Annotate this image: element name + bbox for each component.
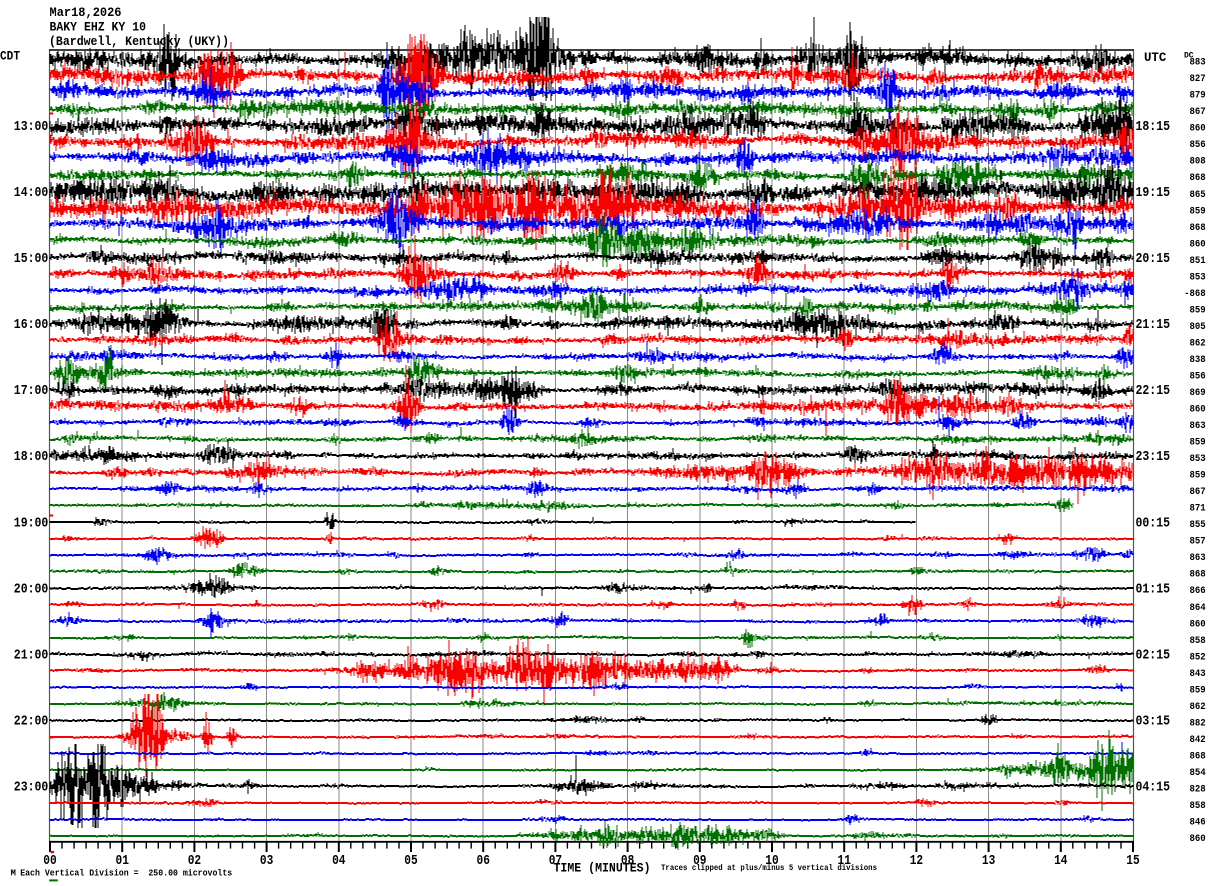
svg-text:15:00: 15:00 [14,252,49,267]
svg-text:11: 11 [838,854,851,869]
svg-text:843: 843 [1190,669,1206,680]
svg-text:19:15: 19:15 [1136,186,1171,201]
svg-text:03: 03 [260,854,273,869]
svg-text:08: 08 [621,854,634,869]
svg-text:23:15: 23:15 [1136,450,1171,465]
svg-text:858: 858 [1190,636,1206,647]
svg-text:Traces clipped at plus/minus 5: Traces clipped at plus/minus 5 vertical … [661,864,877,873]
svg-text:808: 808 [1190,157,1206,168]
svg-text:10: 10 [765,854,778,869]
svg-text:865: 865 [1190,190,1206,201]
svg-text:03:15: 03:15 [1136,715,1171,730]
svg-text:853: 853 [1190,454,1206,465]
svg-text:860: 860 [1190,834,1206,845]
svg-text:858: 858 [1190,801,1206,812]
svg-text:22:00: 22:00 [14,715,49,730]
svg-text:01:15: 01:15 [1136,582,1171,597]
svg-text:859: 859 [1190,471,1206,482]
svg-text:BAKY EHZ KY 10: BAKY EHZ KY 10 [50,19,147,34]
svg-text:842: 842 [1190,735,1206,746]
svg-text:14: 14 [1054,854,1067,869]
svg-text:02: 02 [188,854,201,869]
svg-text:UTC: UTC [1144,50,1166,65]
svg-text:22:15: 22:15 [1136,384,1171,399]
svg-text:851: 851 [1190,256,1206,267]
svg-text:854: 854 [1190,768,1206,779]
svg-text:856: 856 [1190,371,1206,382]
svg-text:868: 868 [1190,173,1206,184]
svg-text:00: 00 [43,854,56,869]
svg-text:857: 857 [1190,537,1206,548]
svg-text:17:00: 17:00 [14,384,49,399]
svg-text:827: 827 [1190,74,1206,85]
svg-text:16:00: 16:00 [14,318,49,333]
svg-text:868: 868 [1190,570,1206,581]
svg-text:855: 855 [1190,520,1206,531]
svg-text:846: 846 [1190,818,1206,829]
svg-text:867: 867 [1190,107,1206,118]
svg-text:859: 859 [1190,438,1206,449]
svg-text:M: M [11,869,16,879]
svg-text:871: 871 [1190,504,1206,515]
svg-text:14:00: 14:00 [14,186,49,201]
svg-text:-868: -868 [1184,289,1206,300]
svg-text:828: 828 [1190,784,1206,795]
svg-text:00:15: 00:15 [1136,516,1171,531]
svg-text:02:15: 02:15 [1136,648,1171,663]
svg-text:860: 860 [1190,239,1206,250]
svg-text:860: 860 [1190,405,1206,416]
svg-text:05: 05 [404,854,417,869]
svg-text:862: 862 [1190,702,1206,713]
svg-text:879: 879 [1190,91,1206,102]
svg-text:20:15: 20:15 [1136,252,1171,267]
svg-text:23:00: 23:00 [14,781,49,796]
svg-text:853: 853 [1190,272,1206,283]
svg-text:883: 883 [1190,58,1206,69]
svg-text:21:15: 21:15 [1136,318,1171,333]
svg-text:20:00: 20:00 [14,582,49,597]
svg-text:Mar18,2026: Mar18,2026 [50,5,122,20]
svg-text:04: 04 [332,854,345,869]
svg-text:12: 12 [910,854,923,869]
svg-text:864: 864 [1190,603,1206,614]
svg-text:21:00: 21:00 [14,648,49,663]
svg-text:18:15: 18:15 [1136,120,1171,135]
svg-text:860: 860 [1190,619,1206,630]
svg-text:859: 859 [1190,685,1206,696]
svg-text:(Bardwell, Kentucky (UKY)): (Bardwell, Kentucky (UKY)) [49,34,229,49]
svg-text:CDT: CDT [0,49,20,64]
svg-text:869: 869 [1190,388,1206,399]
svg-text:01: 01 [116,854,129,869]
svg-text:859: 859 [1190,206,1206,217]
svg-text:856: 856 [1190,140,1206,151]
svg-text:882: 882 [1190,718,1206,729]
svg-text:859: 859 [1190,305,1206,316]
svg-text:868: 868 [1190,223,1206,234]
svg-text:868: 868 [1190,751,1206,762]
svg-text:13: 13 [982,854,995,869]
svg-text:862: 862 [1190,338,1206,349]
svg-text:867: 867 [1190,487,1206,498]
svg-text:13:00: 13:00 [14,120,49,135]
svg-text:04:15: 04:15 [1136,781,1171,796]
svg-text:852: 852 [1190,652,1206,663]
svg-text:18:00: 18:00 [14,450,49,465]
svg-text:Each Vertical Division = 250.: Each Vertical Division = 250.00 microvol… [20,868,232,878]
svg-text:09: 09 [693,854,706,869]
svg-text:863: 863 [1190,421,1206,432]
svg-text:15: 15 [1126,854,1139,869]
svg-text:866: 866 [1190,586,1206,597]
svg-text:860: 860 [1190,124,1206,135]
svg-text:838: 838 [1190,355,1206,366]
svg-text:TIME (MINUTES): TIME (MINUTES) [554,861,651,876]
svg-text:07: 07 [549,854,562,869]
svg-text:06: 06 [477,854,490,869]
svg-text:863: 863 [1190,553,1206,564]
svg-text:DC: DC [1184,52,1194,61]
svg-text:19:00: 19:00 [14,516,49,531]
svg-text:805: 805 [1190,322,1206,333]
